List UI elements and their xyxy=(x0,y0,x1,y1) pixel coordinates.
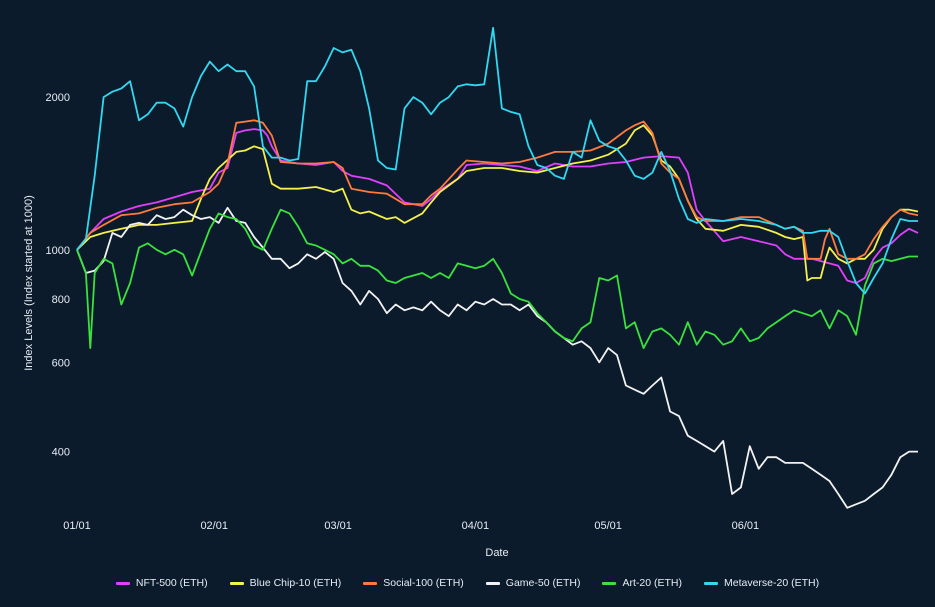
y-tick-label: 2000 xyxy=(46,92,70,104)
series-line-social-100 xyxy=(76,119,919,260)
y-axis-ticks: 400 600 800 1000 2000 xyxy=(46,92,70,458)
legend-swatch xyxy=(704,581,718,585)
y-tick-label: 800 xyxy=(52,294,70,306)
legend-swatch xyxy=(363,581,378,585)
legend-swatch xyxy=(115,581,130,585)
legend-item[interactable]: Art-20 (ETH) xyxy=(602,577,682,589)
x-tick-label: 02/01 xyxy=(200,520,228,532)
legend-label: NFT-500 (ETH) xyxy=(135,577,208,589)
x-axis-label: Date xyxy=(485,547,508,559)
x-tick-label: 06/01 xyxy=(732,520,760,532)
legend-label: Game-50 (ETH) xyxy=(505,577,581,589)
x-tick-label: 03/01 xyxy=(324,520,352,532)
legend-item[interactable]: Social-100 (ETH) xyxy=(363,577,464,589)
y-tick-label: 400 xyxy=(52,447,70,459)
legend-item[interactable]: Game-50 (ETH) xyxy=(485,577,581,589)
legend-swatch xyxy=(602,581,617,585)
x-tick-label: 05/01 xyxy=(594,520,622,532)
x-tick-label: 04/01 xyxy=(462,520,490,532)
legend-item[interactable]: Blue Chip-10 (ETH) xyxy=(229,577,342,589)
legend-label: Blue Chip-10 (ETH) xyxy=(249,577,342,589)
legend: NFT-500 (ETH) Blue Chip-10 (ETH) Social-10… xyxy=(0,574,935,592)
series-line-blue xyxy=(76,124,919,282)
legend-item[interactable]: Metaverse-20 (ETH) xyxy=(704,577,819,589)
legend-label: Social-100 (ETH) xyxy=(383,577,464,589)
y-axis-label: Index Levels (Index started at 1000) xyxy=(23,195,35,371)
x-axis-ticks: 01/01 02/01 03/01 04/01 05/01 06/01 xyxy=(63,520,759,532)
legend-label: Art-20 (ETH) xyxy=(622,577,682,589)
y-tick-label: 600 xyxy=(52,357,70,369)
y-tick-label: 1000 xyxy=(46,245,70,257)
series-line-nft-500 xyxy=(76,128,919,284)
x-tick-label: 01/01 xyxy=(63,520,91,532)
series-line-metaverse-20 xyxy=(76,26,918,295)
series-line-art-20 xyxy=(76,208,918,350)
legend-swatch xyxy=(229,581,244,585)
legend-item[interactable]: NFT-500 (ETH) xyxy=(115,577,208,589)
legend-label: Metaverse-20 (ETH) xyxy=(724,577,820,589)
legend-swatch xyxy=(485,581,500,585)
series-layer xyxy=(76,26,919,509)
series-line-game-50 xyxy=(76,206,918,509)
